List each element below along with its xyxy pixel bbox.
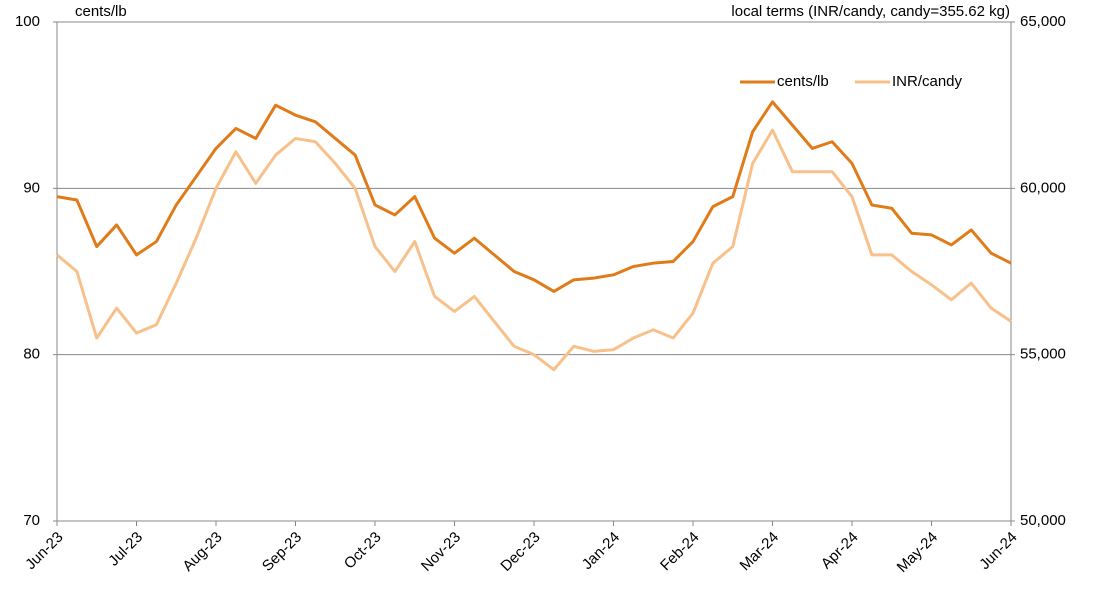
left-axis-title: cents/lb bbox=[75, 3, 127, 20]
y2-tick-label: 50,000 bbox=[1020, 512, 1066, 529]
x-tick-label: Aug-23 bbox=[179, 529, 225, 575]
x-tick-label: Mar-24 bbox=[737, 529, 783, 575]
x-tick-label: Apr-24 bbox=[818, 529, 862, 573]
series-line bbox=[56, 100, 1012, 293]
y-tick-label: 100 bbox=[15, 13, 40, 30]
right-axis-title: local terms (INR/candy, candy=355.62 kg) bbox=[731, 3, 1010, 20]
x-tick-label: Jul-23 bbox=[105, 529, 146, 570]
x-tick-label: Nov-23 bbox=[418, 529, 464, 575]
legend-label: INR/candy bbox=[892, 73, 963, 90]
y-tick-label: 70 bbox=[23, 512, 40, 529]
y2-tick-label: 65,000 bbox=[1020, 13, 1066, 30]
x-tick-label: Sep-23 bbox=[259, 529, 305, 575]
legend-label: cents/lb bbox=[777, 73, 829, 90]
y-tick-label: 90 bbox=[23, 179, 40, 196]
x-tick-label: May-24 bbox=[894, 529, 941, 576]
x-tick-label: Jan-24 bbox=[579, 529, 623, 573]
x-tick-label: Dec-23 bbox=[497, 529, 543, 575]
series-line bbox=[56, 128, 1012, 372]
y2-tick-label: 55,000 bbox=[1020, 346, 1066, 363]
x-tick-label: Feb-24 bbox=[657, 529, 703, 575]
x-tick-label: Jun-24 bbox=[976, 529, 1020, 573]
x-tick-label: Oct-23 bbox=[341, 529, 385, 573]
y-tick-label: 80 bbox=[23, 346, 40, 363]
y2-tick-label: 60,000 bbox=[1020, 179, 1066, 196]
x-tick-label: Jun-23 bbox=[22, 529, 66, 573]
